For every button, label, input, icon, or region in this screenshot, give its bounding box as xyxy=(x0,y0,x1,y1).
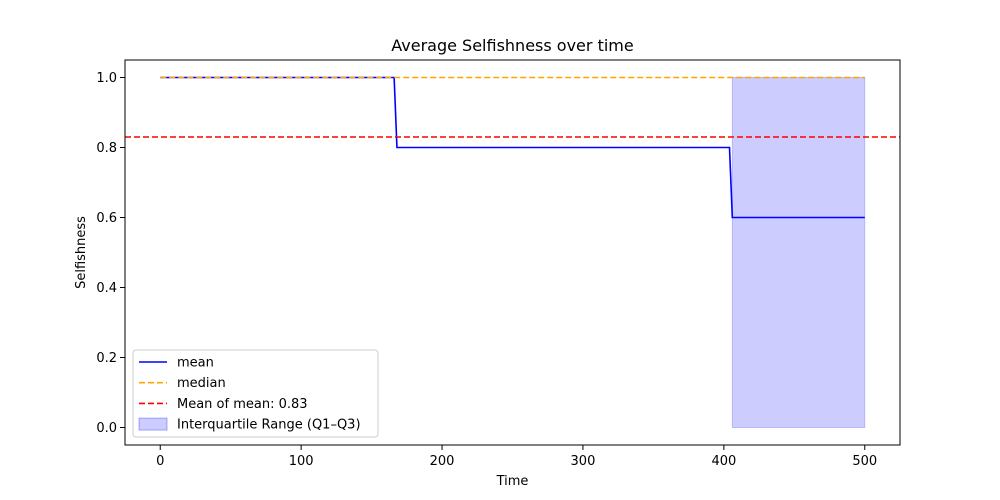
y-tick-label: 0.0 xyxy=(96,421,117,436)
x-tick-label: 400 xyxy=(711,454,736,469)
x-tick-label: 0 xyxy=(156,454,164,469)
legend-box xyxy=(132,349,379,438)
x-tick-label: 200 xyxy=(430,454,455,469)
y-axis-label: Selfishness xyxy=(74,216,89,289)
legend-label-mean-of-mean: Mean of mean: 0.83 xyxy=(177,397,308,412)
legend-label-mean: mean xyxy=(177,356,214,371)
chart-title: Average Selfishness over time xyxy=(391,36,633,55)
y-axis: 0.0 0.2 0.4 0.6 0.8 1.0 xyxy=(96,71,125,436)
legend-label-iqr: Interquartile Range (Q1–Q3) xyxy=(177,418,361,433)
legend-label-median: median xyxy=(177,376,226,391)
y-tick-label: 1.0 xyxy=(96,71,117,86)
legend-swatch-iqr xyxy=(138,417,168,431)
x-axis-label: Time xyxy=(496,474,529,489)
y-tick-label: 0.6 xyxy=(96,211,117,226)
x-axis: 0 100 200 300 400 500 xyxy=(156,445,877,469)
axes-frame xyxy=(124,59,901,446)
x-tick-label: 100 xyxy=(289,454,314,469)
plot-area xyxy=(125,76,900,428)
legend: mean median Mean of mean: 0.83 Interquartil… xyxy=(132,349,379,438)
x-tick-label: 500 xyxy=(852,454,877,469)
y-tick-label: 0.2 xyxy=(96,351,117,366)
iqr-band xyxy=(731,77,866,428)
x-tick-label: 300 xyxy=(571,454,596,469)
y-tick-label: 0.8 xyxy=(96,141,117,156)
y-tick-label: 0.4 xyxy=(96,281,117,296)
